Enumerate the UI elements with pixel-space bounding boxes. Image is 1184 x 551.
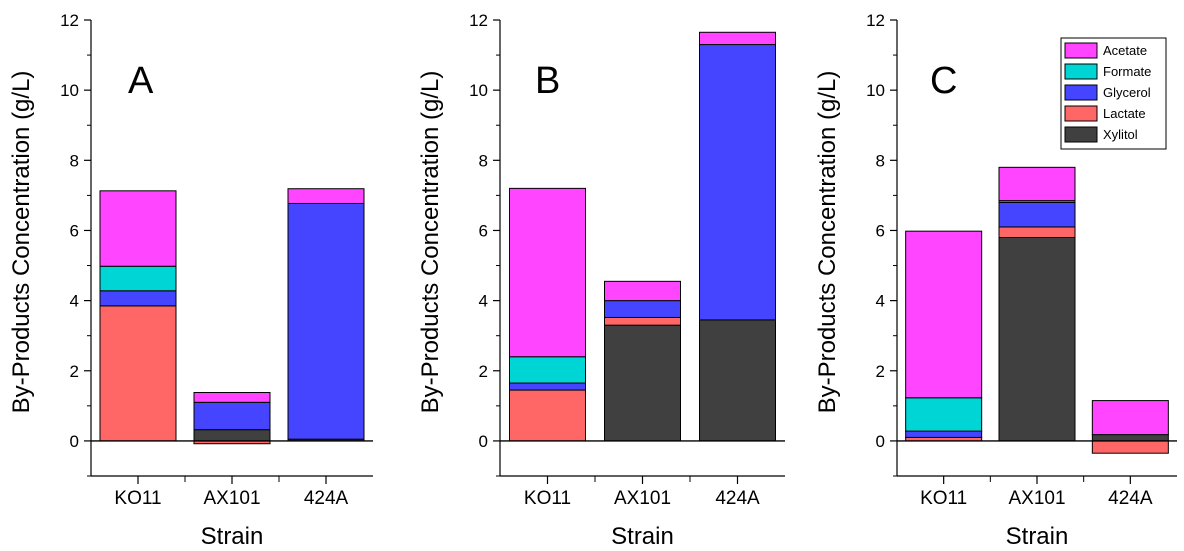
y-tick-label: 0 [479,432,488,451]
y-tick-label: 10 [60,81,79,100]
chart-panel-b: 0 2 4 6 8 10 12 KO11 AX101 424A Strain By-Products … [417,11,785,550]
y-tick-label: 4 [876,292,885,311]
y-tick-label: 10 [469,81,488,100]
bar-segment-lactate-ax101 [604,316,681,326]
x-axis-title: Strain [1006,523,1069,550]
x-axis-title: Strain [201,523,264,550]
y-tick-label: 0 [876,432,885,451]
y-axis-title: By-Products Concentration (g/L) [814,71,841,414]
x-tick-label-424a: 424A [715,488,760,509]
bar-segment-xylitol-ax101 [193,429,271,442]
bar-segment-formate-ko11 [99,265,177,292]
x-tick-label-424a: 424A [1108,488,1153,509]
bar-segment-glycerol-ax101 [998,201,1076,228]
bar-segment-xylitol-424a [1091,434,1169,442]
bar-segment-xylitol-ax101 [604,324,681,442]
y-tick-label: 0 [70,432,79,451]
legend-swatch-glycerol [1064,84,1098,101]
bar-segment-acetate-ko11 [509,187,586,358]
bar-segment-acetate-424a [1091,400,1169,436]
legend-label-formate: Formate [1103,64,1151,79]
bar-segment-acetate-ko11 [99,190,177,267]
bar-segment-lactate-ko11 [99,305,177,442]
bar-segment-acetate-ax101 [193,392,271,403]
y-tick-label: 4 [70,292,79,311]
bar-segment-glycerol-ax101 [604,300,681,318]
y-tick-label: 6 [876,221,885,240]
x-tick-label-ko11: KO11 [524,488,571,509]
x-tick-label-ax101: AX101 [614,488,671,509]
bar-segment-lactate-ko11 [509,389,586,442]
y-tick-label: 12 [60,11,79,30]
y-tick-label: 8 [479,151,488,170]
bar-segment-lactate-ax101 [998,226,1076,238]
x-tick-label-ax101: AX101 [1008,488,1065,509]
chart-panel-c: 0 2 4 6 8 10 12 KO11 AX101 424A Strain By-Products … [814,11,1177,550]
legend-label-acetate: Acetate [1103,43,1147,58]
y-tick-label: 6 [70,221,79,240]
bar-segment-formate-ko11 [905,397,983,432]
y-tick-label: 2 [876,362,885,381]
bar-segment-glycerol-424a [699,44,776,321]
legend-label-lactate: Lactate [1103,106,1146,121]
legend-label-glycerol: Glycerol [1103,85,1151,100]
y-axis-title: By-Products Concentration (g/L) [8,71,35,414]
y-tick-label: 12 [866,11,885,30]
x-axis-title: Strain [611,523,674,550]
legend-swatch-lactate [1064,105,1098,122]
chart-panel-a: 0 2 4 6 8 10 12 KO11 AX101 424A Strain By-Products … [8,11,373,550]
bar-segment-glycerol-ko11 [509,382,586,391]
bar-segment-glycerol-ko11 [905,430,983,438]
bar-segment-acetate-424a [699,31,776,46]
y-tick-label: 12 [469,11,488,30]
y-tick-label: 2 [70,362,79,381]
bar-segment-glycerol-ax101 [193,401,271,431]
bar-segment-acetate-ax101 [998,166,1076,202]
y-axis-title: By-Products Concentration (g/L) [417,71,444,414]
y-tick-label: 2 [479,362,488,381]
bar-segment-xylitol-424a [699,319,776,442]
bar-segment-glycerol-424a [287,202,365,440]
legend-swatch-formate [1064,63,1098,80]
legend-swatch-acetate [1064,42,1098,59]
legend-label-xylitol: Xylitol [1103,127,1138,142]
x-tick-label-424a: 424A [304,488,349,509]
bar-segment-acetate-424a [287,188,365,204]
x-tick-label-ko11: KO11 [920,488,967,509]
x-tick-label-ax101: AX101 [203,488,260,509]
bar-segment-xylitol-ax101 [998,236,1076,442]
panel-label: C [930,60,957,102]
legend-swatch-xylitol [1064,126,1098,143]
y-tick-label: 10 [866,81,885,100]
bar-segment-formate-ko11 [509,356,586,384]
bar-segment-lactate-424a [1091,440,1169,454]
y-tick-label: 8 [70,151,79,170]
bar-segment-glycerol-ko11 [99,290,177,307]
bar-segment-acetate-ax101 [604,280,681,302]
y-tick-label: 8 [876,151,885,170]
panel-label: A [128,60,154,102]
y-tick-label: 4 [479,292,488,311]
bar-segment-acetate-ko11 [905,230,983,399]
y-tick-label: 6 [479,221,488,240]
x-tick-label-ko11: KO11 [114,488,161,509]
panel-label: B [535,60,560,102]
